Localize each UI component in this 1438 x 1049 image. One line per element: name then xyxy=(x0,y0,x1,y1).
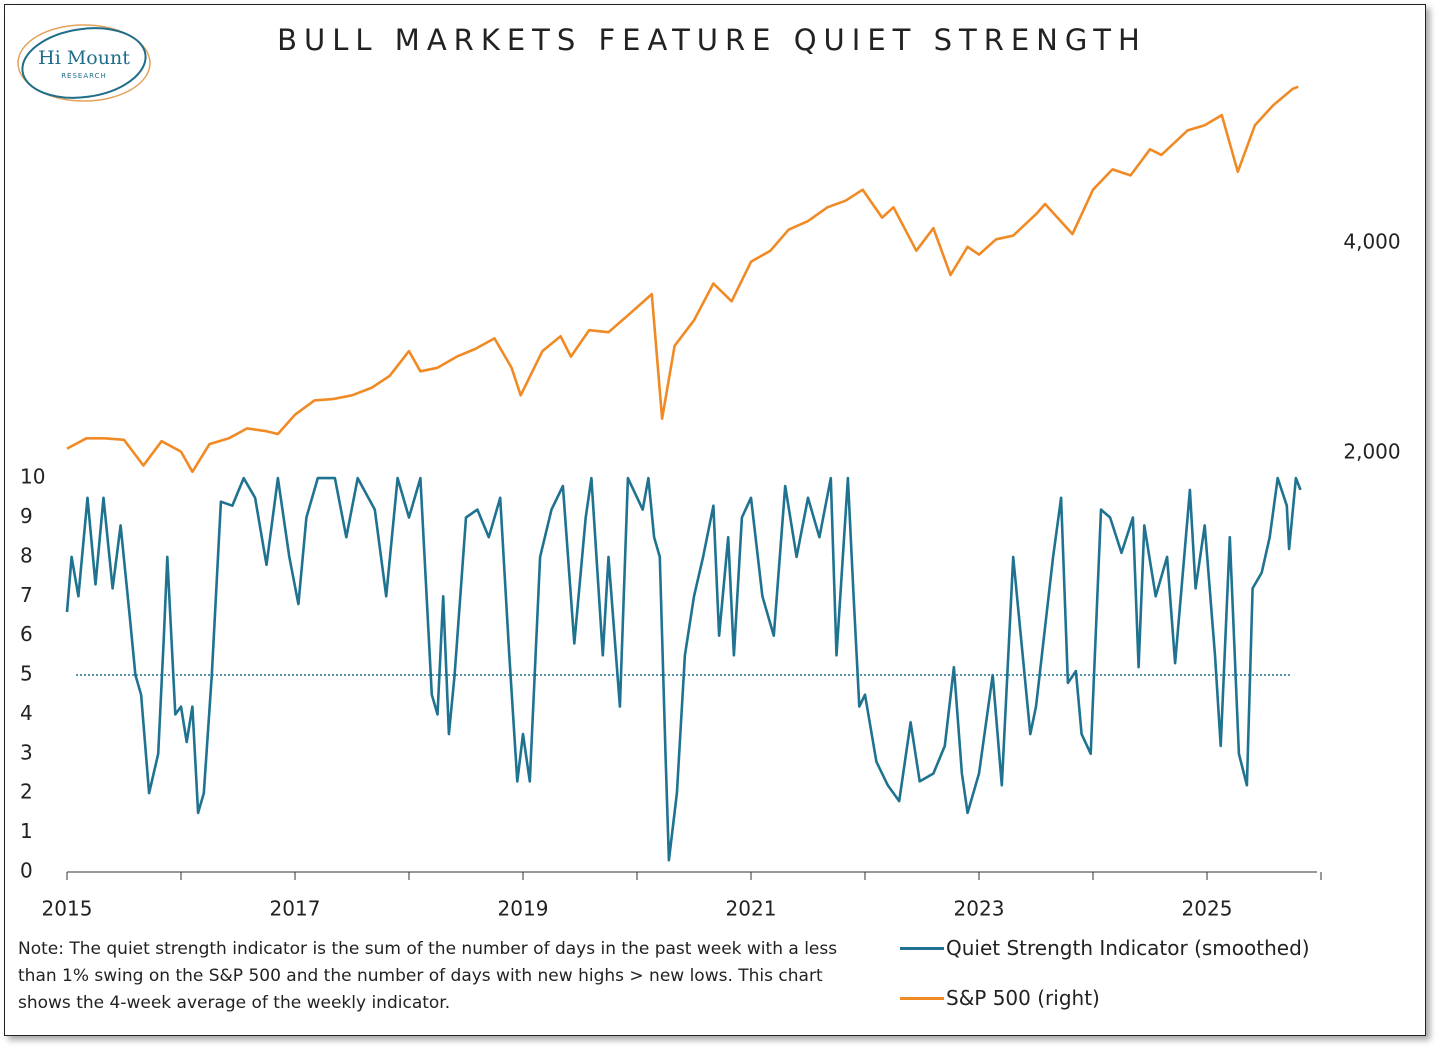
footnote: Note: The quiet strength indicator is th… xyxy=(18,939,838,1013)
y-tick-label: 2 xyxy=(20,780,33,804)
y-tick-label: 5 xyxy=(20,662,33,686)
logo-tagline: RESEARCH xyxy=(61,72,107,80)
y2-tick-label: 2,000 xyxy=(1343,440,1400,464)
y-tick-label: 10 xyxy=(20,465,45,489)
series-line xyxy=(65,476,1302,862)
y-tick-label: 6 xyxy=(20,622,33,646)
y-tick-label: 9 xyxy=(20,504,33,528)
y-tick-label: 4 xyxy=(20,701,33,725)
y-tick-label: 8 xyxy=(20,543,33,567)
legend-item: Quiet Strength Indicator (smoothed) xyxy=(900,936,1310,960)
logo-name: Hi Mount xyxy=(38,47,130,69)
legend-label: S&P 500 (right) xyxy=(946,986,1100,1010)
legend-swatch xyxy=(900,946,944,950)
chart-title: BULL MARKETS FEATURE QUIET STRENGTH xyxy=(277,23,1147,57)
y-tick-label: 3 xyxy=(20,740,33,764)
x-tick-label: 2021 xyxy=(726,897,777,921)
legend-label: Quiet Strength Indicator (smoothed) xyxy=(946,936,1310,960)
y2-tick-label: 4,000 xyxy=(1343,230,1400,254)
x-tick-label: 2015 xyxy=(42,897,93,921)
legend-item: S&P 500 (right) xyxy=(900,986,1100,1010)
x-tick-label: 2019 xyxy=(498,897,549,921)
x-tick-label: 2023 xyxy=(954,897,1005,921)
x-tick-label: 2025 xyxy=(1182,897,1233,921)
logo-ring xyxy=(17,24,151,102)
y-tick-label: 1 xyxy=(20,819,33,843)
x-tick-label: 2017 xyxy=(270,897,321,921)
logo-ring xyxy=(21,27,147,99)
y-tick-label: 7 xyxy=(20,583,33,607)
y-tick-label: 0 xyxy=(20,859,33,883)
series-line xyxy=(66,85,1299,474)
legend-swatch xyxy=(900,996,944,1000)
